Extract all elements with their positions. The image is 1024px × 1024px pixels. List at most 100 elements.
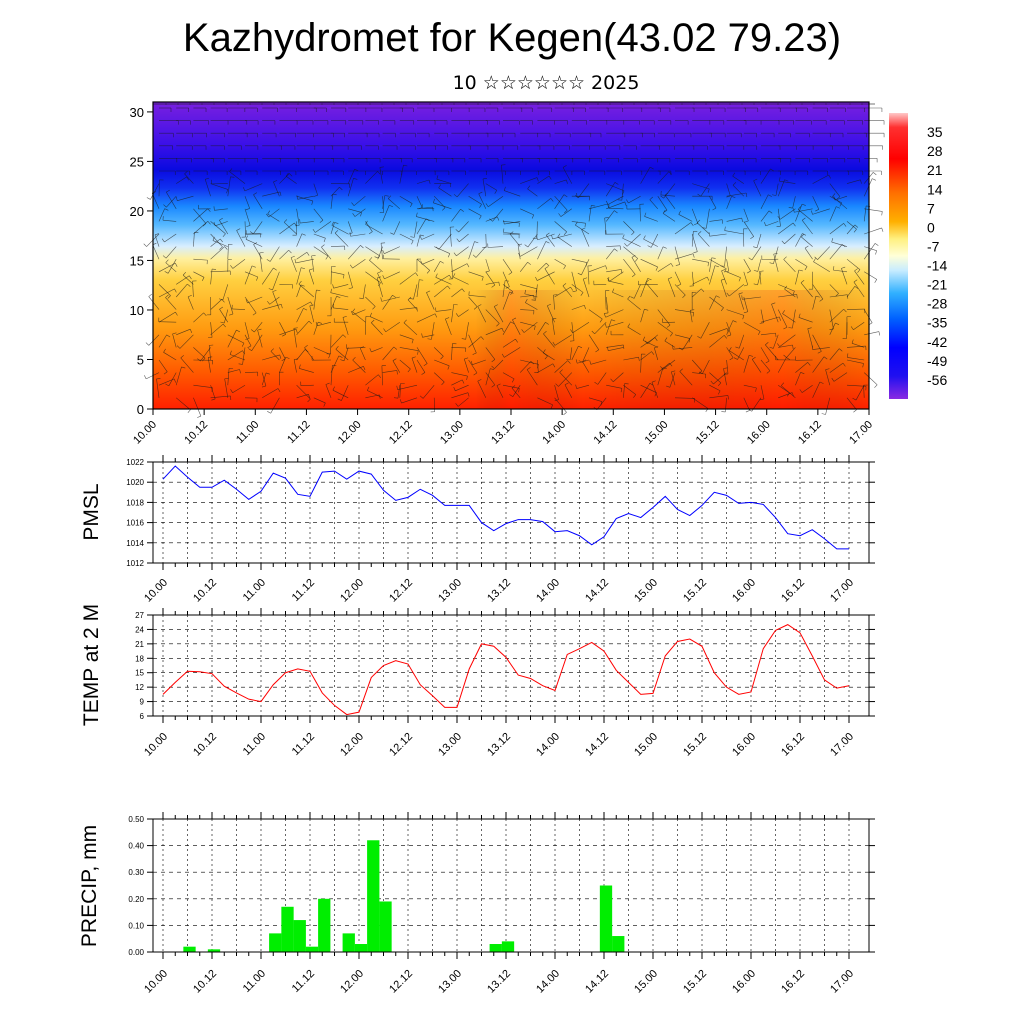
wind-barb-flag — [382, 249, 385, 254]
wind-barb — [609, 271, 624, 282]
wind-barb — [682, 334, 693, 351]
wind-barb — [416, 206, 433, 210]
wind-barb-flag — [611, 319, 616, 322]
wind-barb-flag — [299, 364, 301, 369]
wind-barb — [623, 259, 636, 275]
precip-y-tick-label: 0.50 — [128, 815, 144, 824]
pmsl-x-tick-label: 10.12 — [191, 577, 219, 605]
wind-barb-flag — [482, 178, 487, 180]
wind-barb-flag — [229, 168, 233, 172]
wind-barb-flag — [745, 410, 750, 413]
wind-barb — [709, 257, 712, 272]
wind-barb-flag — [354, 168, 359, 172]
wind-barb — [333, 307, 349, 310]
temp-y-tick-label: 6 — [140, 712, 145, 721]
wind-barb-flag — [815, 295, 820, 298]
heatmap-y-tick-label: 30 — [130, 105, 144, 120]
wind-barb-flag — [330, 288, 332, 293]
wind-barb — [527, 188, 538, 197]
wind-barb-flag — [268, 288, 273, 291]
wind-barb — [554, 334, 572, 346]
wind-barb — [588, 203, 608, 210]
wind-barb — [177, 195, 194, 201]
wind-barb-flag — [759, 322, 764, 324]
wind-barb — [227, 296, 234, 315]
wind-barb — [210, 269, 213, 285]
wind-barb-flag — [697, 193, 702, 197]
wind-barb — [369, 316, 383, 323]
wind-barb — [597, 372, 607, 385]
wind-barb-flag — [624, 243, 628, 247]
wind-barb-flag — [230, 265, 234, 269]
wind-barb-flag — [353, 178, 358, 180]
wind-barb-flag — [851, 339, 854, 344]
wind-barb — [193, 208, 208, 222]
wind-barb-flag — [853, 228, 857, 233]
wind-barb — [784, 233, 796, 244]
wind-barb — [296, 208, 300, 226]
wind-barb-flag — [298, 280, 302, 285]
wind-barb — [192, 281, 194, 298]
wind-barb-flag — [202, 357, 206, 362]
wind-barb-flag — [428, 179, 431, 184]
wind-barb-flag — [265, 372, 270, 375]
wind-barb — [330, 292, 349, 298]
wind-barb — [229, 171, 246, 184]
wind-barb-flag — [491, 359, 496, 363]
wind-barb-flag — [427, 338, 432, 340]
wind-barb — [321, 246, 332, 260]
wind-barb — [468, 359, 478, 374]
wind-barb — [502, 372, 515, 380]
wind-barb — [628, 195, 641, 204]
wind-barb-flag — [647, 278, 652, 281]
wind-barb — [829, 308, 844, 323]
wind-barb — [385, 321, 400, 333]
wind-barb-flag — [627, 323, 631, 328]
precip-bars — [183, 840, 625, 952]
wind-barb-flag — [630, 296, 635, 299]
pmsl-y-tick-label: 1020 — [126, 478, 144, 487]
wind-barb — [193, 384, 213, 389]
wind-barb — [543, 333, 555, 348]
wind-barb — [451, 288, 463, 298]
heatmap-y-tick-label: 25 — [130, 154, 144, 169]
wind-barb-flag — [614, 210, 618, 214]
wind-barb — [829, 309, 834, 329]
wind-barb — [697, 222, 710, 235]
wind-barb-flag — [671, 370, 676, 373]
wind-barb — [757, 259, 762, 272]
wind-barb-flag — [257, 328, 262, 331]
wind-barb — [468, 271, 484, 278]
wind-barb-flag — [435, 246, 440, 250]
wind-barb — [537, 363, 554, 373]
wind-barb-flag — [419, 234, 425, 237]
wind-barb-flag — [784, 285, 788, 290]
wind-barb — [706, 208, 710, 229]
wind-barb — [313, 183, 318, 196]
wind-barb — [622, 237, 641, 247]
wind-barb — [571, 284, 584, 293]
wind-barb-flag — [479, 204, 482, 208]
temp-y-label: TEMP at 2 M — [80, 604, 103, 726]
wind-barb-flag — [675, 264, 680, 266]
wind-barb — [167, 259, 177, 274]
wind-barb — [674, 284, 686, 296]
heatmap-x-tick-label: 13.12 — [489, 419, 517, 447]
pmsl-y-tick-label: 1018 — [126, 498, 144, 507]
wind-barb — [582, 278, 590, 298]
wind-barb — [399, 347, 419, 352]
wind-barb-flag — [249, 231, 254, 235]
wind-barb — [812, 284, 824, 300]
wind-barb-flag — [144, 375, 147, 379]
wind-barb-flag — [654, 346, 659, 349]
wind-barb-flag — [266, 259, 271, 262]
wind-barb — [158, 284, 171, 296]
wind-barb-flag — [161, 238, 165, 243]
wind-barb — [569, 347, 573, 360]
wind-barb-flag — [643, 235, 646, 240]
wind-barb — [193, 271, 205, 278]
wind-barb — [846, 345, 866, 348]
wind-barb-flag — [779, 177, 781, 182]
wind-barb-flag — [352, 308, 356, 312]
